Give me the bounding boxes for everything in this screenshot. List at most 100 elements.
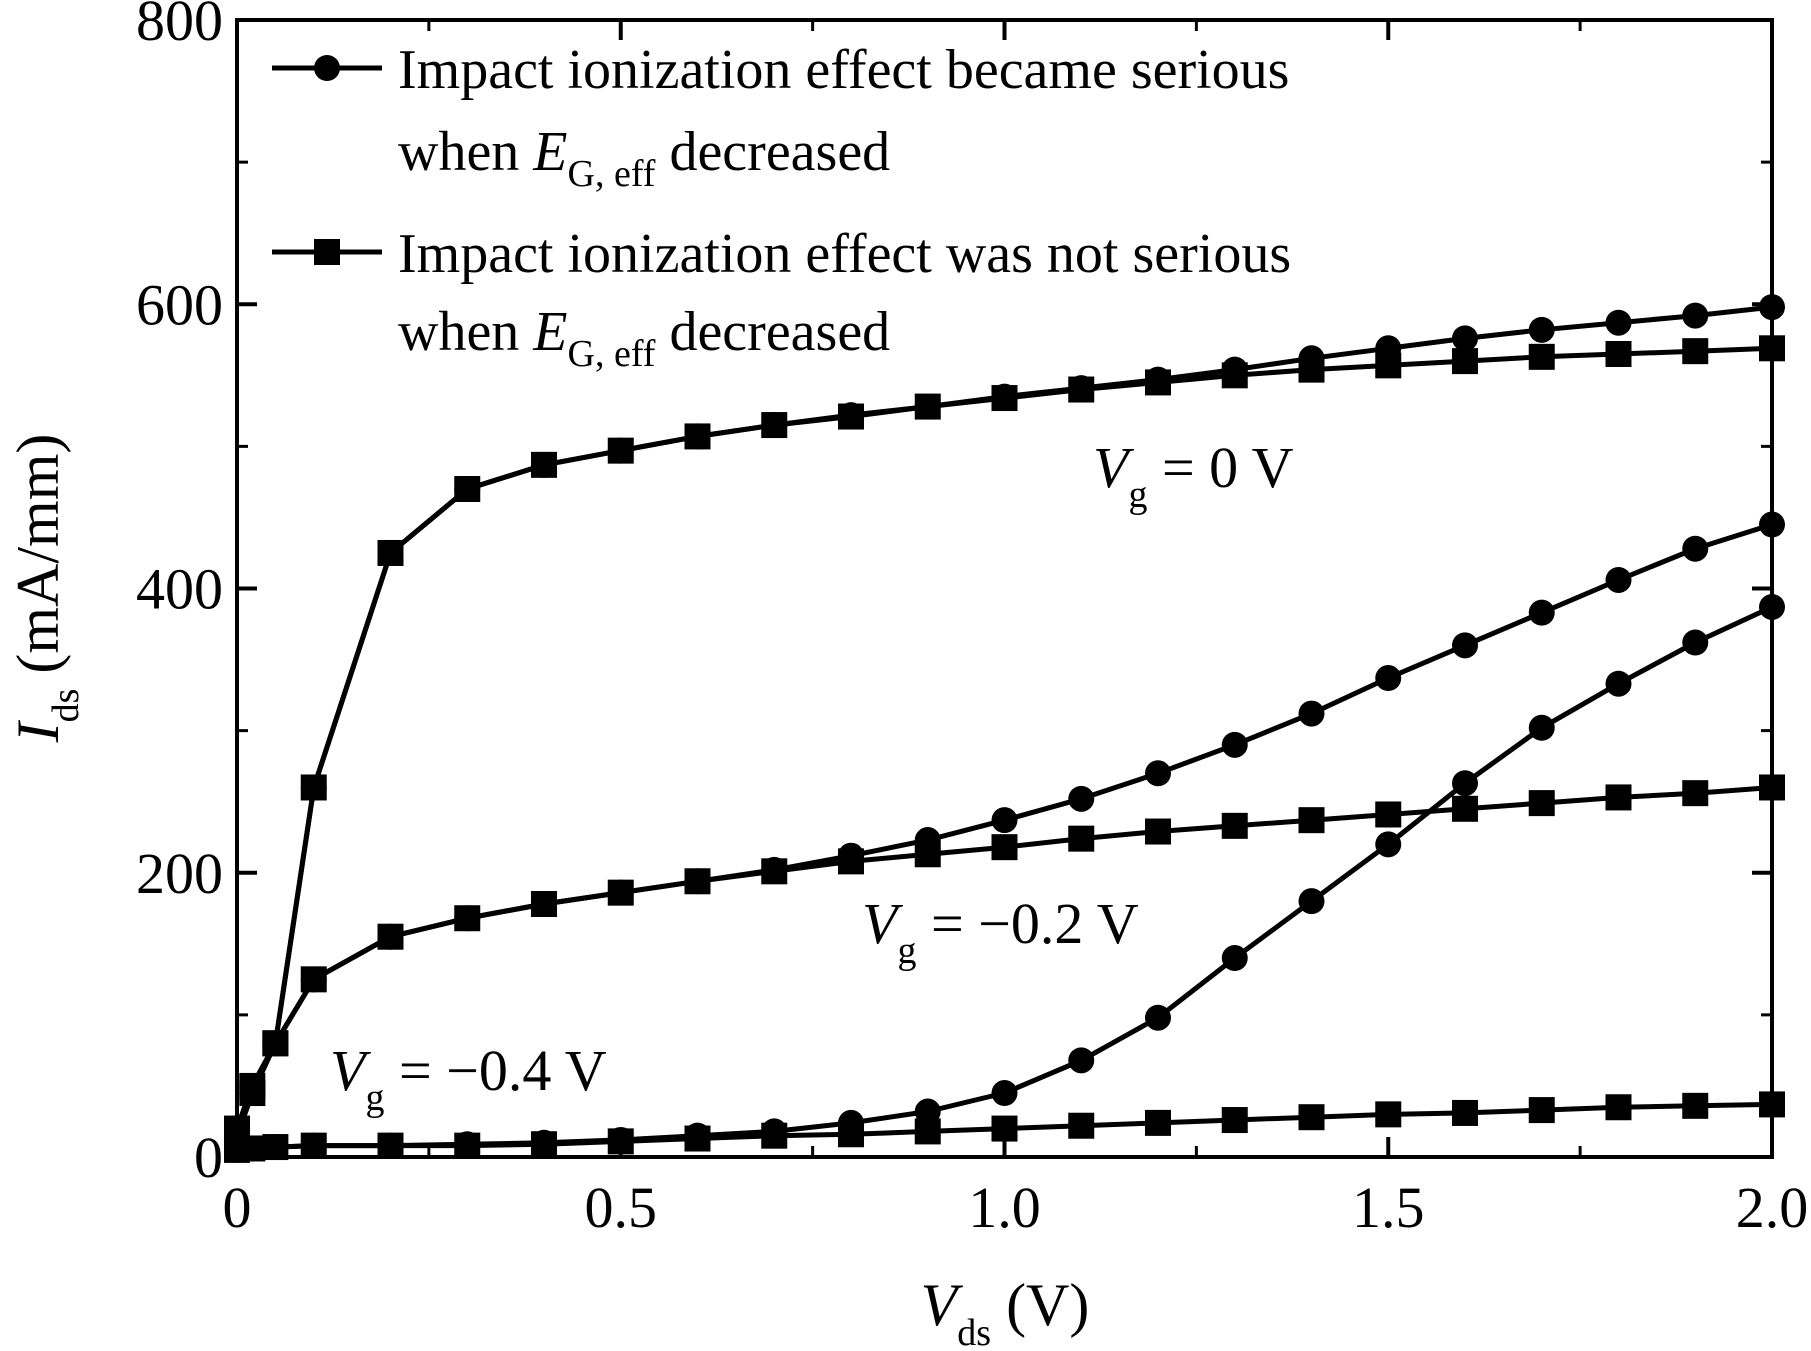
data-point-square [914,1118,941,1145]
legend-circle-line2: when EG, eff decreased [398,121,890,195]
y-tick-label: 0 [194,1125,223,1190]
data-point-square [1452,795,1478,822]
data-point-circle [1605,309,1632,336]
data-point-circle [1452,325,1478,352]
data-point-square [1145,369,1171,396]
data-point-circle [1375,665,1402,692]
data-point-square [1298,356,1325,383]
y-tick-label: 800 [136,0,223,53]
data-point-square [300,774,327,801]
y-axis-label: Ids (mA/mm) [5,434,87,744]
data-point-circle [1068,785,1095,812]
data-point-square [1145,818,1171,845]
data-point-square [262,1030,289,1057]
x-axis-label: Vds (V) [921,1272,1090,1351]
data-point-square [991,834,1018,861]
data-series [224,294,1785,1163]
data-point-square [761,412,788,439]
legend-square-marker-icon [314,239,340,265]
data-point-circle [1298,888,1325,915]
data-point-square [607,879,634,906]
data-point-square [1528,343,1555,370]
data-point-square [1452,1099,1478,1126]
data-point-circle [1452,632,1478,659]
data-point-square [838,403,864,430]
data-point-square [838,848,864,875]
data-point-circle [1605,566,1632,593]
data-point-circle [1682,629,1709,656]
legend-circle-line1: Impact ionization effect became serious [398,39,1289,101]
data-point-square [454,905,481,932]
data-point-square [991,385,1018,412]
data-point-circle [991,1080,1018,1107]
data-point-circle [1145,1004,1171,1031]
data-point-square [454,1132,481,1159]
legend-circle-marker-icon [314,55,340,81]
data-point-square [1452,348,1478,375]
data-point-square [454,476,481,503]
data-point-circle [1452,770,1478,797]
data-point-square [1145,1109,1171,1136]
data-point-circle [1528,316,1555,343]
y-tick-label: 200 [136,841,223,906]
data-point-square [239,1080,266,1107]
legend-entry-square: Impact ionization effect was not serious… [272,223,1291,375]
data-point-circle [914,1098,941,1125]
data-point-circle [1375,831,1402,858]
series-circle-Vg=0 [224,294,1785,1142]
legend-square-line2: when EG, eff decreased [398,301,890,375]
data-point-circle [991,807,1018,834]
x-tick-label: 0.5 [585,1175,658,1240]
data-point-square [1605,340,1632,367]
data-point-square [1375,352,1402,379]
data-point-square [377,539,404,566]
annotation-vg-0: Vg = 0 V [1093,435,1294,516]
annotation-vg-neg0.2: Vg = −0.2 V [862,891,1139,972]
data-point-square [607,437,634,464]
data-point-circle [1605,670,1632,697]
data-point-square [1221,362,1248,389]
data-point-square [684,1125,711,1152]
series-square-Vg=-0.4 [224,1091,1785,1163]
data-point-square [684,423,711,450]
data-point-square [914,393,941,420]
data-point-square [300,1132,327,1159]
data-point-square [1528,1097,1555,1124]
data-point-square [1375,801,1402,828]
data-point-circle [1528,714,1555,741]
x-tick-label: 2.0 [1736,1175,1809,1240]
data-point-square [1528,790,1555,817]
data-point-circle [1145,760,1171,787]
data-point-square [1605,1094,1632,1121]
data-point-square [531,451,557,478]
data-point-square [300,966,327,993]
x-tick-label: 1.0 [968,1175,1041,1240]
data-point-square [684,868,711,895]
data-point-square [1605,784,1632,811]
data-point-circle [1298,700,1325,727]
data-point-circle [1221,945,1248,972]
data-point-square [377,1132,404,1159]
data-point-square [1068,376,1095,403]
data-point-square [761,1122,788,1149]
data-point-square [531,891,557,918]
data-point-square [914,841,941,868]
data-point-square [531,1131,557,1158]
data-point-square [1682,1092,1709,1119]
data-point-square [761,858,788,885]
data-point-square [838,1121,864,1148]
series-square-Vg=-0.2 [224,774,1785,1149]
data-point-circle [1528,599,1555,626]
axis-ticks [235,18,1774,1159]
data-point-circle [1682,535,1709,562]
data-point-square [1221,812,1248,839]
legend: Impact ionization effect became serious … [272,39,1291,375]
data-point-square [1682,780,1709,807]
y-tick-label: 600 [136,272,223,337]
y-tick-label: 400 [136,557,223,622]
data-point-square [1375,1101,1402,1128]
plot-frame [235,18,1774,1159]
data-point-square [377,923,404,950]
data-point-square [1682,338,1709,365]
